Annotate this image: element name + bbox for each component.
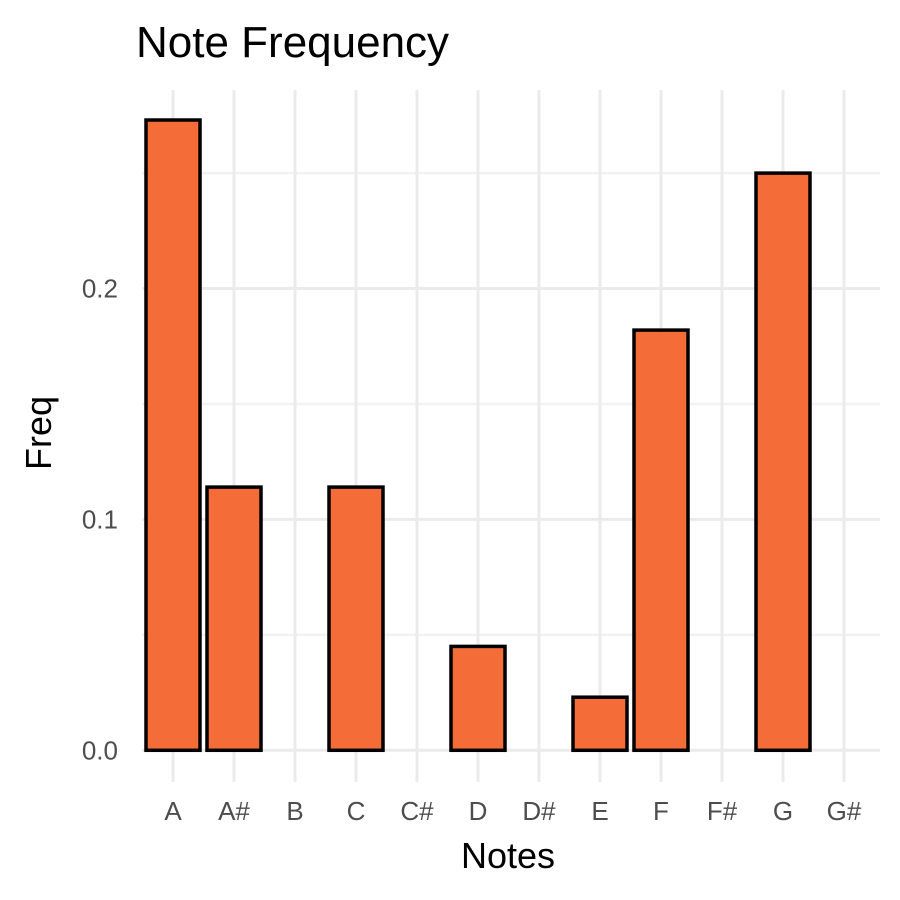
x-tick-label: G: [773, 796, 793, 826]
y-axis-ticks: 0.0 0.1 0.2: [82, 274, 118, 766]
x-tick-label: A#: [218, 796, 250, 826]
x-tick-label: B: [286, 796, 303, 826]
x-tick-label: A: [164, 796, 182, 826]
x-tick-label: F: [653, 796, 669, 826]
y-tick-label: 0.0: [82, 735, 118, 765]
x-tick-label: F#: [707, 796, 738, 826]
bar-e: [571, 695, 629, 753]
x-tick-label: E: [591, 796, 608, 826]
bar-c: [327, 485, 385, 753]
chart-title: Note Frequency: [136, 18, 449, 67]
y-tick-label: 0.2: [82, 274, 118, 304]
x-tick-label: G#: [827, 796, 862, 826]
bar-a: [144, 118, 202, 753]
y-axis-title: Freq: [18, 396, 59, 470]
bars: [144, 118, 812, 753]
x-tick-label: D: [469, 796, 488, 826]
bar-f: [632, 328, 690, 753]
bar-d: [449, 644, 507, 753]
x-tick-label: C: [347, 796, 366, 826]
bar-a-sharp: [205, 485, 263, 753]
x-axis-title: Notes: [461, 835, 555, 876]
x-tick-label: D#: [522, 796, 556, 826]
y-tick-label: 0.1: [82, 504, 118, 534]
bar-g: [754, 171, 812, 753]
x-tick-label: C#: [400, 796, 434, 826]
x-axis-ticks: A A# B C C# D D# E F F# G G#: [164, 774, 862, 826]
